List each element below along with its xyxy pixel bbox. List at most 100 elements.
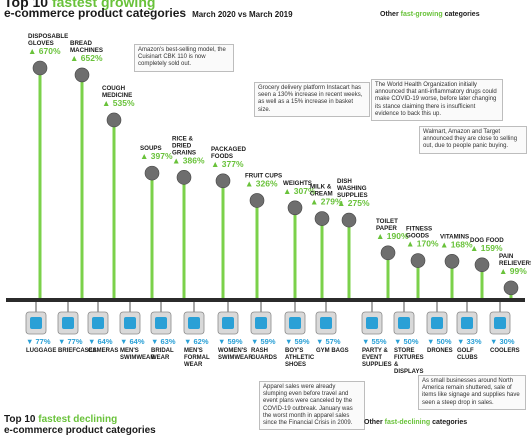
growth-label-toilet-paper: PAPER (376, 225, 397, 232)
baseline-layer (6, 298, 525, 302)
decline-label-store-fixtures-displays: FIXTURES (394, 355, 424, 361)
decline-label-men-s-formal-wear: WEAR (184, 362, 203, 368)
growth-label-milk-cream: CREAM (310, 191, 333, 198)
decline-label-rash-guards: GUARDS (251, 355, 277, 361)
decline-label-party-event-supplies: SUPPLIES (362, 362, 392, 368)
growth-label-dish-washing-supplies: SUPPLIES (337, 192, 368, 199)
rash-guards-icon-accent (255, 317, 267, 329)
vitamins-icon (444, 254, 460, 269)
toilet-paper-icon (380, 245, 396, 261)
decline-label-party-event-supplies: EVENT (362, 355, 382, 361)
decline-label-store-fixtures-displays: DISPLAYS (394, 369, 423, 375)
declining-title: Top 10 fastest declining e-commerce produ… (4, 414, 156, 436)
gym-bags-icon-accent (320, 317, 332, 329)
growth-value-soups: ▲ 397% (140, 151, 173, 161)
growth-value-weights: ▲ 307% (283, 186, 316, 196)
growth-label-bread-machines: BREAD (70, 40, 93, 47)
growth-label-milk-cream: MILK & (310, 184, 332, 191)
decline-value-drones: ▼ 50% (427, 337, 452, 346)
chart-subtitle: e-commerce product categories March 2020 … (4, 6, 293, 20)
luggage-icon-accent (30, 317, 42, 329)
note-walmart: Walmart, Amazon and Target announced the… (419, 126, 527, 154)
decline-value-cameras: ▼ 64% (88, 337, 113, 346)
decline-label-men-s-swimwear: SWIMWEAR (120, 355, 155, 361)
dog-food-icon (474, 257, 490, 273)
decline-value-bridal-wear: ▼ 63% (151, 337, 176, 346)
decline-label-store-fixtures-displays: STORE (394, 348, 415, 354)
growth-label-dish-washing-supplies: DISH (337, 178, 352, 185)
packaged-foods-icon (215, 173, 231, 189)
growth-label-rice-dried-grains: DRIED (172, 142, 192, 149)
growth-value-bread-machines: ▲ 652% (70, 53, 103, 63)
growth-value-vitamins: ▲ 168% (440, 239, 473, 249)
note-bread-machine: Amazon's best-selling model, the Cuisina… (134, 44, 234, 72)
baseline (6, 298, 525, 302)
growth-value-dog-food: ▲ 159% (470, 243, 503, 253)
decline-label-golf-clubs: CLUBS (457, 355, 478, 361)
growth-label-toilet-paper: TOILET (376, 218, 398, 225)
decline-label-golf-clubs: GOLF (457, 348, 474, 354)
note-who: The World Health Organization initially … (371, 79, 503, 122)
growth-label-vitamins: VITAMINS (440, 233, 469, 240)
decline-label-coolers: COOLERS (490, 348, 520, 354)
growth-label-packaged-foods: PACKAGED (211, 146, 246, 153)
boy-s-athletic-shoes-icon-accent (289, 317, 301, 329)
briefcases-icon-accent (62, 317, 74, 329)
growth-value-fitness-goods: ▲ 170% (406, 239, 439, 249)
growth-label-pain-relievers: RELIEVERS (499, 260, 531, 267)
growth-value-disposable-gloves: ▲ 670% (28, 46, 61, 56)
note-apparel: Apparel sales were already slumping even… (259, 381, 365, 431)
growth-label-rice-dried-grains: GRAINS (172, 149, 196, 156)
decline-label-women-s-swimwear: WOMEN'S (218, 348, 247, 354)
decline-label-boy-s-athletic-shoes: SHOES (285, 362, 306, 368)
growth-label-cough-medicine: MEDICINE (102, 92, 132, 99)
decline-value-boy-s-athletic-shoes: ▼ 59% (285, 337, 310, 346)
decline-value-coolers: ▼ 30% (490, 337, 515, 346)
men-s-formal-wear-icon-accent (188, 317, 200, 329)
growth-label-disposable-gloves: DISPOSABLE (28, 33, 68, 40)
store-fixtures-displays-icon-accent (398, 317, 410, 329)
rice-dried-grains-icon (176, 170, 192, 185)
decline-label-men-s-formal-wear: MEN'S (184, 348, 203, 354)
decline-value-luggage: ▼ 77% (26, 337, 51, 346)
decline-label-rash-guards: RASH (251, 348, 268, 354)
decline-value-men-s-swimwear: ▼ 64% (120, 337, 145, 346)
growth-label-dish-washing-supplies: WASHING (337, 185, 367, 192)
decline-value-gym-bags: ▼ 57% (316, 337, 341, 346)
growth-value-fruit-cups: ▲ 326% (245, 178, 278, 188)
men-s-swimwear-icon-accent (124, 317, 136, 329)
growth-value-rice-dried-grains: ▲ 386% (172, 155, 205, 165)
golf-clubs-icon-accent (461, 317, 473, 329)
decline-value-golf-clubs: ▼ 33% (457, 337, 482, 346)
note-small-business: As small businesses around North America… (418, 375, 526, 410)
decline-label-drones: DRONES (427, 348, 453, 354)
coolers-icon-accent (494, 317, 506, 329)
disposable-gloves-icon (32, 60, 48, 76)
decline-value-rash-guards: ▼ 59% (251, 337, 276, 346)
bread-machines-icon (74, 67, 90, 83)
other-growing-label: Other fast-growing categories (380, 11, 480, 18)
decline-label-bridal-wear: WEAR (151, 355, 170, 361)
fruit-cups-icon (249, 193, 265, 208)
decline-label-luggage: LUGGAGE (26, 348, 56, 354)
growth-value-dish-washing-supplies: ▲ 275% (337, 198, 370, 208)
growth-label-cough-medicine: COUGH (102, 85, 126, 92)
decline-label-men-s-swimwear: MEN'S (120, 348, 139, 354)
decline-label-bridal-wear: BRIDAL (151, 348, 174, 354)
growth-label-disposable-gloves: GLOVES (28, 40, 54, 47)
decline-value-briefcases: ▼ 77% (58, 337, 83, 346)
growth-label-packaged-foods: FOODS (211, 153, 233, 160)
growth-label-weights: WEIGHTS (283, 180, 312, 187)
decline-label-party-event-supplies: PARTY & (362, 348, 388, 354)
soups-icon (144, 165, 160, 181)
drones-icon-accent (431, 317, 443, 329)
dish-washing-supplies-icon (341, 212, 357, 228)
decline-value-party-event-supplies: ▼ 55% (362, 337, 387, 346)
decline-label-boy-s-athletic-shoes: BOY'S (285, 348, 303, 354)
growth-value-toilet-paper: ▲ 190% (376, 231, 409, 241)
cough-medicine-icon (106, 112, 122, 128)
growth-label-fruit-cups: FRUIT CUPS (245, 172, 282, 179)
decline-value-men-s-formal-wear: ▼ 62% (184, 337, 209, 346)
pain-relievers-icon (503, 280, 519, 296)
